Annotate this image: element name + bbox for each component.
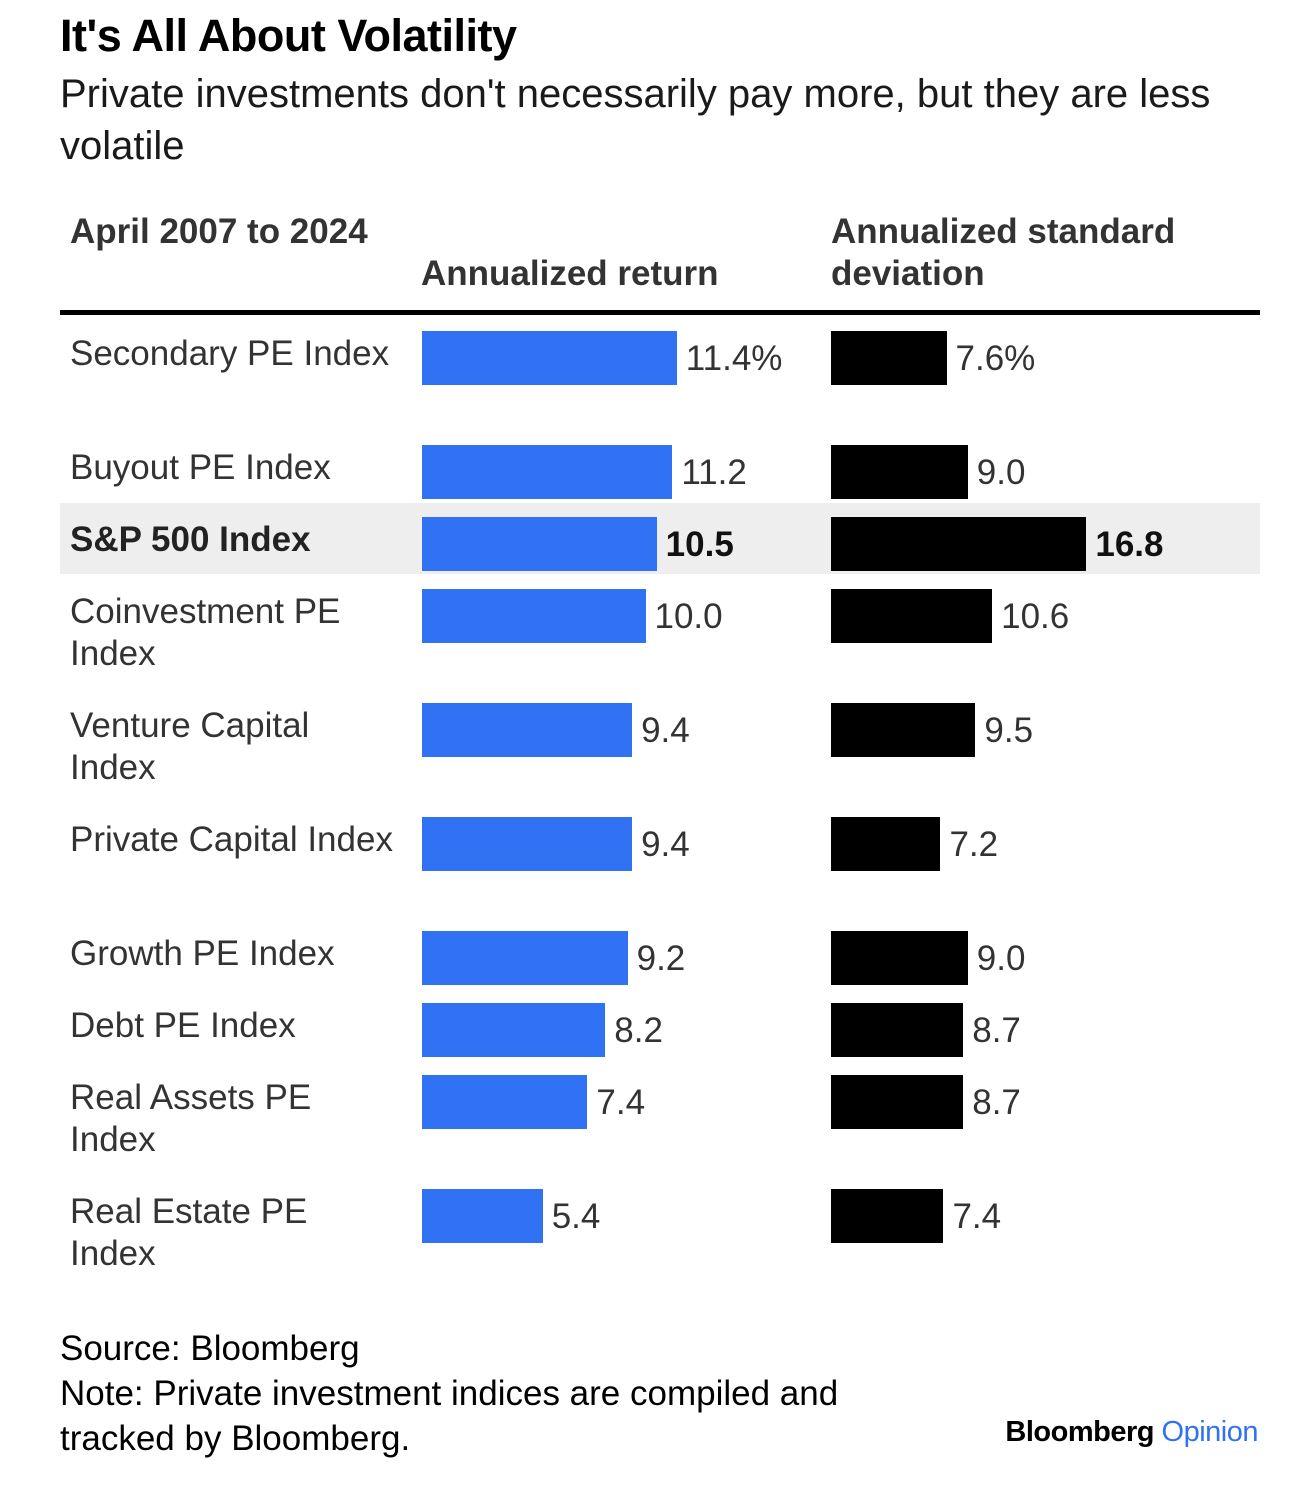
- row-label: Debt PE Index: [70, 1006, 296, 1045]
- source-note: Source: Bloomberg: [60, 1329, 360, 1368]
- brand-opinion: Opinion: [1161, 1416, 1259, 1448]
- row-label: Real Assets PE Index: [70, 1078, 312, 1159]
- std-dev-bar: [831, 1003, 964, 1057]
- std-dev-value-label: 7.6%: [955, 339, 1036, 378]
- row-label: Venture Capital Index: [70, 706, 310, 787]
- return-bar: [422, 931, 628, 985]
- std-dev-bar: [831, 589, 993, 643]
- std-dev-value-label: 8.7: [972, 1083, 1021, 1122]
- column-header-period: April 2007 to 2024: [70, 212, 368, 251]
- std-dev-value-label: 16.8: [1095, 525, 1164, 564]
- row-label: Secondary PE Index: [70, 334, 390, 373]
- std-dev-bar: [831, 931, 968, 985]
- row-label: Buyout PE Index: [70, 448, 331, 487]
- return-bar: [422, 517, 657, 571]
- return-value-label: 5.4: [551, 1197, 601, 1236]
- return-value-label: 11.2: [681, 453, 747, 492]
- std-dev-bar: [831, 445, 968, 499]
- return-value-label: 9.2: [636, 939, 686, 978]
- return-bar: [422, 589, 646, 643]
- return-value-label: 7.4: [596, 1083, 646, 1122]
- std-dev-value-label: 9.0: [976, 453, 1026, 492]
- return-value-label: 10.5: [665, 525, 734, 564]
- chart-title: It's All About Volatility: [60, 10, 517, 61]
- brand-bloomberg: Bloomberg: [1005, 1416, 1154, 1448]
- return-bar: [422, 1003, 606, 1057]
- row-label: S&P 500 Index: [70, 520, 311, 559]
- return-bar: [422, 817, 633, 871]
- return-bar: [422, 703, 633, 757]
- std-dev-bar: [831, 703, 976, 757]
- chart-subtitle: Private investments don't necessarily pa…: [60, 72, 1211, 168]
- return-bar: [422, 1075, 588, 1129]
- std-dev-value-label: 9.0: [976, 939, 1026, 978]
- std-dev-value-label: 10.6: [1001, 597, 1070, 636]
- row-label: Real Estate PE Index: [70, 1192, 308, 1273]
- std-dev-value-label: 7.4: [952, 1197, 1002, 1236]
- std-dev-bar: [831, 817, 941, 871]
- return-bar: [422, 331, 677, 385]
- return-value-label: 8.2: [614, 1011, 663, 1050]
- return-bar: [422, 445, 673, 499]
- row-label: Private Capital Index: [70, 820, 393, 859]
- return-value-label: 10.0: [654, 597, 723, 636]
- return-value-label: 9.4: [641, 711, 690, 750]
- std-dev-value-label: 7.2: [949, 825, 999, 864]
- std-dev-value-label: 8.7: [972, 1011, 1021, 1050]
- std-dev-bar: [831, 1189, 944, 1243]
- std-dev-bar: [831, 331, 947, 385]
- footnote: Note: Private investment indices are com…: [60, 1374, 839, 1458]
- bloomberg-opinion-logo: Bloomberg Opinion: [1005, 1416, 1258, 1449]
- std-dev-value-label: 9.5: [984, 711, 1034, 750]
- return-value-label: 9.4: [641, 825, 690, 864]
- row-label: Coinvestment PE Index: [70, 592, 341, 673]
- std-dev-bar: [831, 1075, 964, 1129]
- header-rule: [60, 310, 1260, 315]
- column-header-std-dev: Annualized standard deviation: [831, 212, 1176, 293]
- std-dev-bar: [831, 517, 1087, 571]
- return-value-label: 11.4%: [685, 339, 783, 378]
- column-header-return: Annualized return: [421, 254, 719, 293]
- row-label: Growth PE Index: [70, 934, 335, 973]
- return-bar: [422, 1189, 543, 1243]
